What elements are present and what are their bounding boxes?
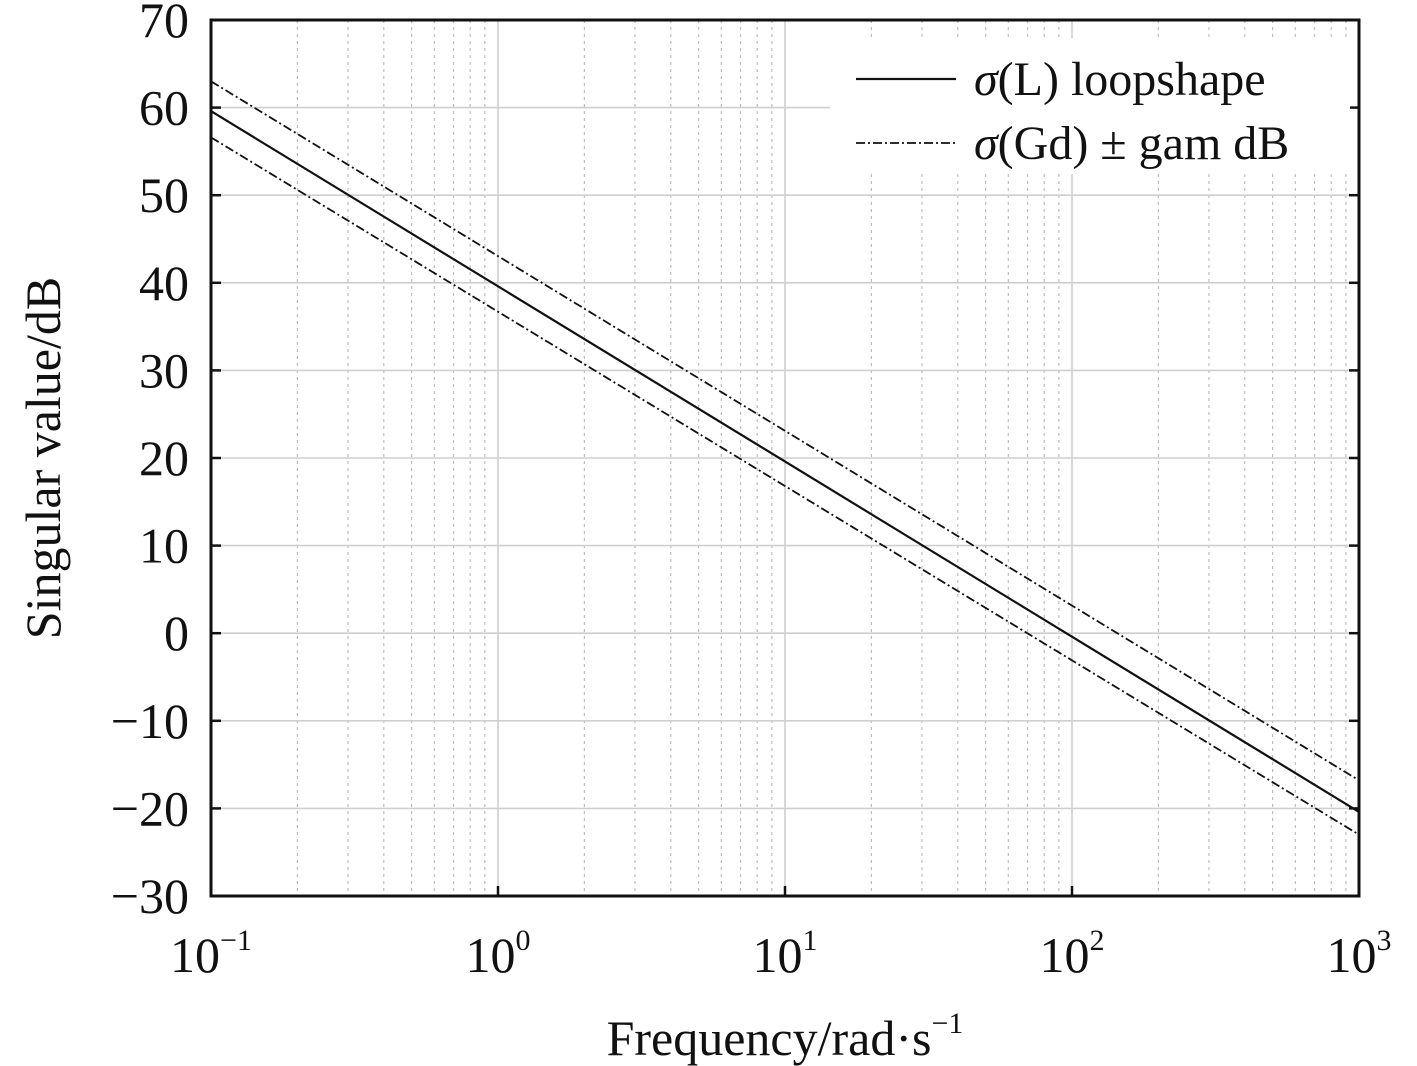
x-tick-base: 10	[753, 927, 803, 983]
y-tick-label: −30	[111, 868, 189, 924]
x-tick-label: 101	[753, 924, 818, 983]
y-tick-label: 20	[139, 430, 189, 486]
x-tick-label: 103	[1327, 924, 1392, 983]
legend-sigma-symbol: σ	[974, 53, 1000, 106]
y-tick-label: 30	[139, 342, 189, 398]
legend-label-text: (Gd) ± gam dB	[998, 117, 1290, 170]
x-tick-label: 10−1	[170, 924, 252, 983]
plot-lines	[210, 80, 1360, 836]
series-line-2	[210, 80, 1360, 782]
y-tick-label: 0	[164, 605, 189, 661]
x-tick-exponent: 2	[1090, 924, 1105, 957]
y-tick-label: 70	[139, 0, 189, 48]
legend-label: σ(Gd) ± gam dB	[974, 117, 1289, 170]
y-tick-label: 50	[139, 167, 189, 223]
x-tick-base: 10	[170, 927, 220, 983]
x-tick-exponent: −1	[220, 924, 252, 957]
x-tick-exponent: 0	[516, 924, 531, 957]
series-line-1	[210, 110, 1360, 813]
legend-box	[830, 38, 1350, 174]
x-tick-base: 10	[1327, 927, 1377, 983]
x-axis-title-main: Frequency/rad·s	[607, 1010, 932, 1066]
x-tick-exponent: 1	[803, 924, 818, 957]
y-axis-title: Singular value/dB	[15, 277, 71, 639]
x-tick-label: 102	[1040, 924, 1105, 983]
y-tick-label: 10	[139, 518, 189, 574]
y-tick-label: 40	[139, 255, 189, 311]
legend-label: σ(L) loopshape	[974, 53, 1266, 106]
legend-label-text: (L) loopshape	[998, 53, 1266, 106]
x-axis-title: Frequency/rad·s−1	[607, 1007, 964, 1066]
y-tick-label: 60	[139, 80, 189, 136]
series-line-3	[210, 136, 1360, 836]
legend-sigma-symbol: σ	[974, 117, 1000, 170]
x-axis-title-sup: −1	[931, 1007, 963, 1040]
y-tick-label: −10	[111, 693, 189, 749]
x-tick-base: 10	[1040, 927, 1090, 983]
x-tick-exponent: 3	[1377, 924, 1392, 957]
y-tick-label: −20	[111, 780, 189, 836]
x-tick-label: 100	[466, 924, 531, 983]
x-tick-base: 10	[466, 927, 516, 983]
